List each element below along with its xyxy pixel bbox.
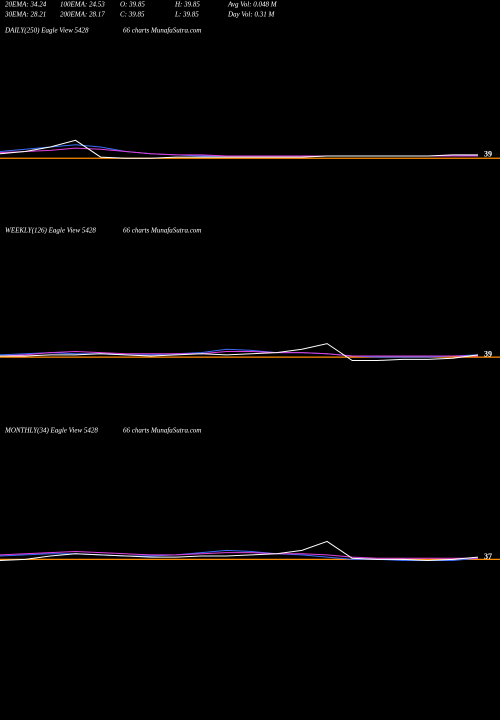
panel-title: DAILY(250) Eagle View 5428 xyxy=(4,27,89,35)
stat-text: C: 39.85 xyxy=(120,11,145,19)
stat-text: Day Vol: 0.31 M xyxy=(227,11,275,19)
stat-text: O: 39.85 xyxy=(120,1,145,9)
panel-subtitle: 66 charts MunafaSutra.com xyxy=(123,227,201,235)
last-price-label: 39 xyxy=(484,350,492,359)
stat-text: H: 39.85 xyxy=(174,1,200,9)
panel-subtitle: 66 charts MunafaSutra.com xyxy=(123,427,201,435)
stat-text: 30EMA: 28.21 xyxy=(4,11,46,19)
series-line xyxy=(0,550,478,559)
series-line xyxy=(0,348,479,358)
series-line xyxy=(0,139,478,159)
panel-subtitle: 66 charts MunafaSutra.com xyxy=(123,27,201,35)
stat-text: Avg Vol: 0.048 M xyxy=(227,1,278,9)
stat-text: 200EMA: 28.17 xyxy=(60,11,105,19)
panel-title: WEEKLY(126) Eagle View 5428 xyxy=(5,227,96,235)
stat-text: 100EMA: 24.53 xyxy=(60,1,105,9)
panel-title: MONTHLY(34) Eagle View 5428 xyxy=(4,427,98,435)
last-price-label: 37 xyxy=(484,552,492,561)
stat-text: L: 39.85 xyxy=(174,11,199,19)
series-line xyxy=(0,350,478,357)
stat-text: 20EMA: 34.24 xyxy=(5,1,47,9)
series-line xyxy=(0,540,479,562)
last-price-label: 39 xyxy=(484,150,492,159)
series-line xyxy=(0,343,479,361)
